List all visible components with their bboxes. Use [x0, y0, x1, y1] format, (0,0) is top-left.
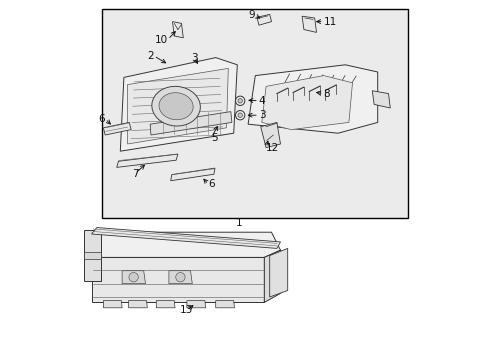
Polygon shape	[91, 228, 280, 248]
Polygon shape	[156, 301, 175, 308]
Polygon shape	[172, 22, 183, 38]
Ellipse shape	[151, 86, 200, 126]
Circle shape	[238, 113, 242, 117]
Polygon shape	[269, 248, 287, 297]
Circle shape	[235, 96, 244, 105]
Text: 9: 9	[247, 10, 254, 21]
Polygon shape	[103, 301, 122, 308]
Text: 1: 1	[235, 218, 242, 228]
Polygon shape	[84, 252, 101, 259]
Polygon shape	[128, 301, 147, 308]
Polygon shape	[117, 154, 178, 167]
Polygon shape	[168, 271, 192, 284]
Circle shape	[175, 273, 185, 282]
Text: 3: 3	[190, 53, 197, 63]
Polygon shape	[257, 14, 271, 25]
Polygon shape	[127, 68, 228, 144]
Ellipse shape	[159, 93, 193, 120]
Text: 12: 12	[265, 143, 279, 153]
Polygon shape	[215, 301, 234, 308]
Text: 5: 5	[211, 132, 218, 143]
Circle shape	[129, 273, 138, 282]
Text: 10: 10	[154, 35, 167, 45]
Circle shape	[238, 99, 242, 103]
Text: 11: 11	[323, 17, 336, 27]
Polygon shape	[120, 58, 237, 151]
Polygon shape	[247, 65, 377, 133]
Polygon shape	[91, 232, 280, 257]
Polygon shape	[150, 112, 231, 135]
Text: 2: 2	[147, 51, 153, 61]
Circle shape	[235, 111, 244, 120]
Polygon shape	[186, 301, 205, 308]
Text: 3: 3	[258, 110, 265, 120]
Text: 4: 4	[258, 96, 265, 106]
Polygon shape	[371, 91, 389, 108]
Text: 7: 7	[131, 168, 138, 179]
Polygon shape	[261, 76, 352, 130]
Bar	[102, 9, 407, 218]
Polygon shape	[91, 257, 264, 302]
Polygon shape	[264, 250, 280, 302]
Text: 8: 8	[323, 89, 330, 99]
Text: 6: 6	[208, 179, 215, 189]
Polygon shape	[103, 122, 131, 135]
Polygon shape	[84, 230, 101, 281]
Polygon shape	[260, 122, 280, 148]
Text: 6: 6	[99, 114, 105, 124]
Polygon shape	[170, 168, 215, 181]
Polygon shape	[122, 271, 145, 284]
Text: 13: 13	[180, 305, 193, 315]
Polygon shape	[302, 16, 316, 32]
